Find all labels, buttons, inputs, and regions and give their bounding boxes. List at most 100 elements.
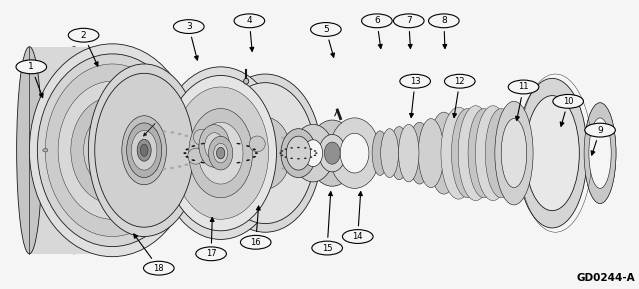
Circle shape	[585, 123, 615, 137]
Ellipse shape	[113, 178, 131, 194]
Circle shape	[445, 74, 475, 88]
Ellipse shape	[314, 155, 316, 156]
Ellipse shape	[56, 47, 91, 254]
Ellipse shape	[319, 149, 322, 151]
Circle shape	[234, 14, 265, 28]
Ellipse shape	[201, 143, 205, 144]
Ellipse shape	[212, 142, 217, 143]
Ellipse shape	[485, 109, 517, 198]
Ellipse shape	[304, 140, 323, 166]
Ellipse shape	[584, 103, 616, 203]
Text: 12: 12	[454, 77, 465, 86]
Ellipse shape	[188, 148, 204, 164]
Ellipse shape	[58, 81, 167, 219]
Ellipse shape	[162, 130, 166, 133]
Ellipse shape	[210, 74, 321, 232]
FancyBboxPatch shape	[29, 47, 103, 254]
Text: 10: 10	[563, 97, 573, 106]
Circle shape	[312, 241, 343, 255]
Ellipse shape	[314, 145, 317, 147]
Ellipse shape	[255, 152, 258, 154]
Ellipse shape	[252, 149, 256, 150]
Ellipse shape	[452, 109, 483, 198]
Ellipse shape	[320, 153, 323, 155]
Ellipse shape	[190, 137, 194, 139]
Ellipse shape	[314, 159, 317, 161]
Ellipse shape	[43, 149, 48, 152]
Text: 15: 15	[322, 244, 332, 253]
Circle shape	[68, 28, 99, 42]
Ellipse shape	[17, 47, 42, 254]
Ellipse shape	[171, 167, 174, 169]
Ellipse shape	[458, 106, 493, 201]
Ellipse shape	[252, 156, 256, 158]
Ellipse shape	[183, 152, 187, 154]
Text: 9: 9	[597, 126, 603, 135]
Circle shape	[196, 247, 226, 261]
Circle shape	[240, 235, 271, 249]
Ellipse shape	[122, 116, 167, 185]
Ellipse shape	[329, 118, 380, 188]
Ellipse shape	[146, 168, 150, 171]
Ellipse shape	[290, 158, 293, 159]
Ellipse shape	[419, 118, 444, 188]
Text: 8: 8	[441, 16, 447, 25]
Ellipse shape	[71, 97, 154, 203]
Ellipse shape	[189, 109, 252, 198]
Ellipse shape	[310, 149, 312, 150]
Ellipse shape	[154, 168, 158, 171]
Ellipse shape	[88, 64, 200, 236]
Circle shape	[362, 14, 392, 28]
Ellipse shape	[340, 133, 369, 173]
Ellipse shape	[281, 168, 284, 170]
Ellipse shape	[290, 147, 293, 149]
Ellipse shape	[372, 131, 388, 175]
Ellipse shape	[589, 118, 612, 188]
Ellipse shape	[178, 133, 181, 135]
Circle shape	[343, 230, 373, 243]
Ellipse shape	[288, 138, 291, 140]
Ellipse shape	[468, 109, 500, 198]
Ellipse shape	[201, 144, 205, 147]
Ellipse shape	[300, 140, 304, 142]
Text: 7: 7	[406, 16, 412, 25]
Ellipse shape	[408, 122, 431, 184]
Ellipse shape	[45, 64, 179, 236]
Ellipse shape	[216, 83, 315, 224]
Ellipse shape	[141, 144, 148, 156]
Circle shape	[400, 74, 431, 88]
Ellipse shape	[243, 78, 249, 84]
Text: 6: 6	[374, 16, 380, 25]
Ellipse shape	[137, 139, 151, 161]
Ellipse shape	[95, 73, 194, 227]
Circle shape	[16, 60, 47, 74]
Ellipse shape	[212, 163, 217, 165]
Ellipse shape	[132, 130, 157, 170]
Ellipse shape	[324, 142, 340, 164]
Ellipse shape	[293, 124, 334, 182]
Ellipse shape	[305, 163, 309, 165]
Ellipse shape	[185, 135, 189, 137]
Ellipse shape	[249, 136, 265, 152]
Ellipse shape	[304, 147, 307, 149]
Ellipse shape	[284, 149, 287, 150]
Ellipse shape	[310, 161, 313, 163]
Ellipse shape	[319, 155, 322, 157]
Text: 13: 13	[410, 77, 420, 86]
Ellipse shape	[192, 159, 195, 161]
Text: 4: 4	[247, 16, 252, 25]
Ellipse shape	[192, 145, 195, 147]
Ellipse shape	[195, 159, 199, 161]
Ellipse shape	[109, 146, 116, 154]
Ellipse shape	[295, 166, 298, 168]
Circle shape	[144, 261, 174, 275]
Circle shape	[173, 20, 204, 34]
Ellipse shape	[199, 142, 203, 144]
Ellipse shape	[315, 152, 318, 154]
Circle shape	[553, 95, 583, 108]
Ellipse shape	[305, 141, 309, 143]
Ellipse shape	[178, 165, 181, 168]
Ellipse shape	[441, 107, 476, 199]
Ellipse shape	[201, 162, 205, 163]
Text: 2: 2	[81, 31, 86, 40]
